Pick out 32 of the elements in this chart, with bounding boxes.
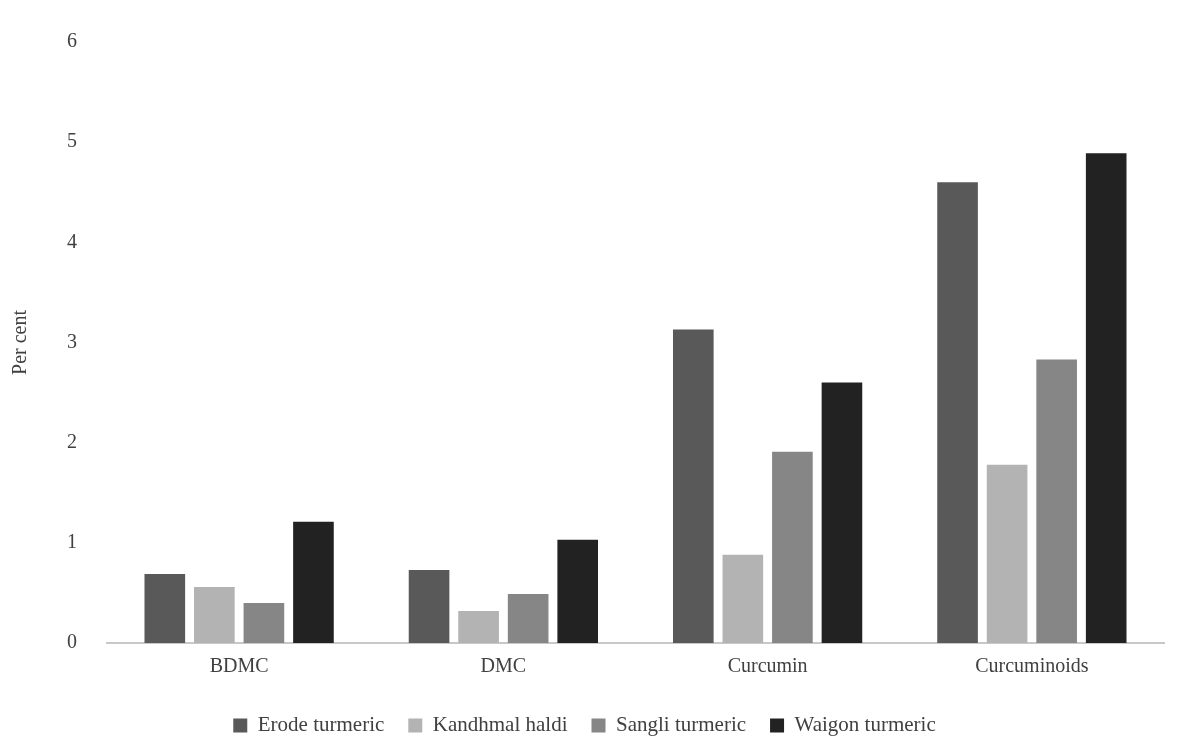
y-tick-label: 2: [67, 429, 77, 452]
bar: [408, 569, 450, 643]
bar: [672, 329, 714, 643]
bar: [772, 451, 813, 643]
y-tick-label: 4: [67, 229, 77, 252]
legend-label: Waigon turmeric: [794, 712, 936, 737]
bar: [1085, 153, 1127, 643]
y-axis-title: Per cent: [8, 309, 31, 375]
bar: [821, 382, 863, 643]
bar: [458, 610, 499, 643]
y-tick-label: 3: [67, 329, 77, 352]
x-tick-label: Curcuminoids: [975, 654, 1089, 677]
y-tick-label: 5: [67, 129, 77, 152]
y-tick-label: 0: [67, 630, 77, 653]
legend-label: Erode turmeric: [257, 712, 385, 737]
bar: [507, 593, 549, 643]
bar: [986, 464, 1028, 643]
legend-label: Sangli turmeric: [616, 712, 747, 737]
x-tick-label: BDMC: [209, 654, 269, 677]
y-tick-label: 1: [67, 530, 77, 553]
bar: [194, 586, 235, 643]
bar: [722, 554, 764, 643]
bar: [243, 602, 285, 643]
x-tick-label: DMC: [480, 654, 527, 677]
bar: [144, 573, 186, 643]
legend-label: Kandhmal haldi: [432, 712, 568, 737]
y-tick-label: 6: [67, 29, 77, 52]
x-tick-label: Curcumin: [727, 654, 808, 677]
bar: [1036, 359, 1077, 643]
bar: [937, 182, 978, 643]
bar: [557, 539, 599, 643]
bar: [293, 521, 334, 643]
